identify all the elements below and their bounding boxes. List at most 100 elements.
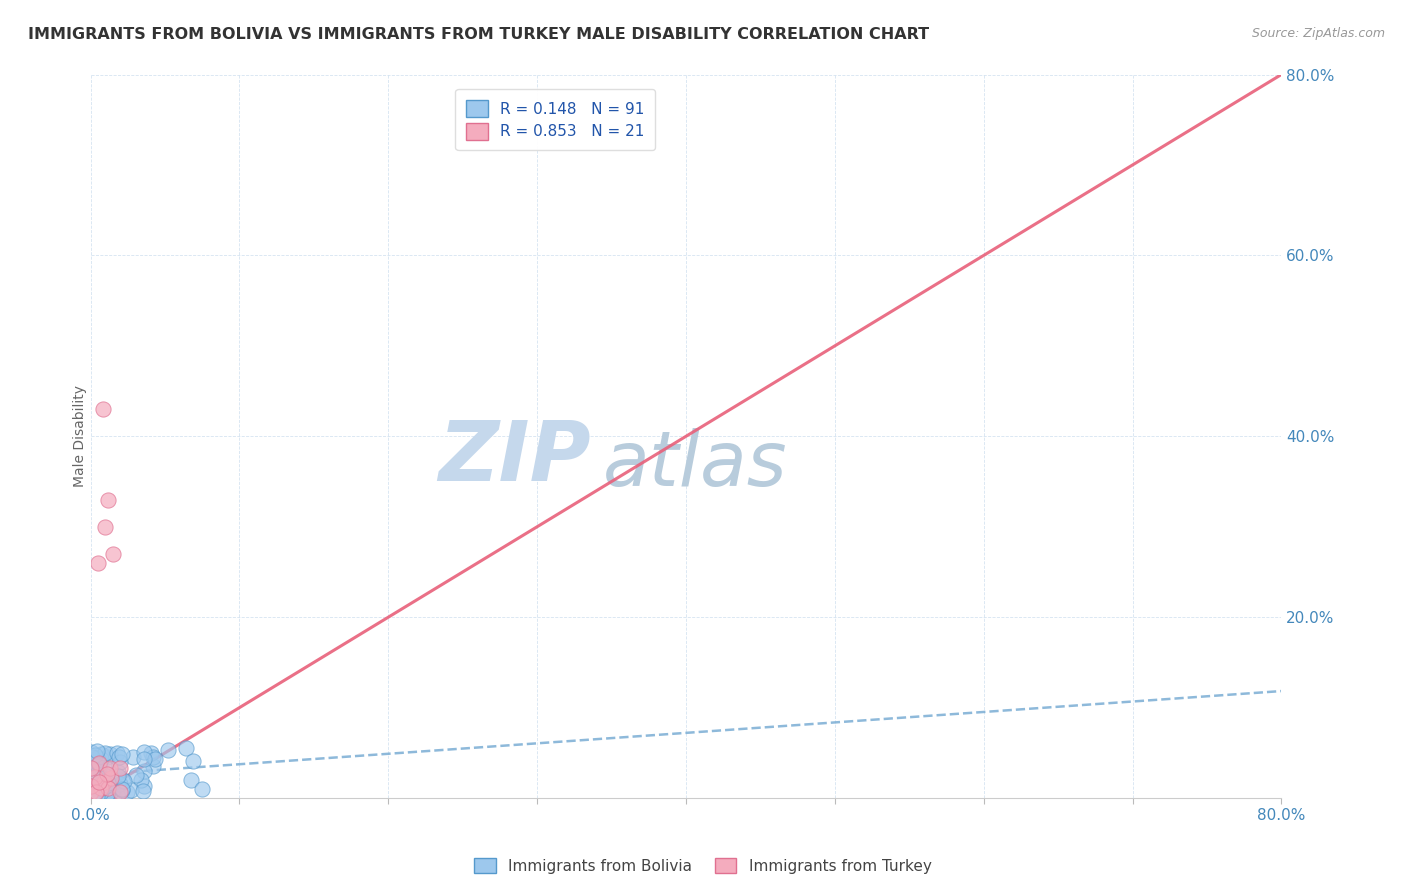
Point [80, 783, 103, 797]
Point [100, 778, 122, 792]
Point [93, 758, 115, 772]
Point [132, 745, 155, 759]
Point [111, 782, 134, 797]
Text: IMMIGRANTS FROM BOLIVIA VS IMMIGRANTS FROM TURKEY MALE DISABILITY CORRELATION CH: IMMIGRANTS FROM BOLIVIA VS IMMIGRANTS FR… [28, 27, 929, 42]
Point [90, 785, 112, 799]
Point [80, 773, 103, 788]
Point [111, 772, 134, 787]
Point [134, 752, 156, 766]
Point [120, 783, 142, 797]
Point [108, 756, 131, 770]
Point [84, 758, 107, 772]
Point [80, 761, 103, 775]
Point [96, 787, 118, 801]
Point [83, 773, 105, 788]
Point [90, 781, 112, 796]
Legend: Immigrants from Bolivia, Immigrants from Turkey: Immigrants from Bolivia, Immigrants from… [468, 852, 938, 880]
Text: Source: ZipAtlas.com: Source: ZipAtlas.com [1251, 27, 1385, 40]
Point [112, 773, 135, 788]
Point [83, 763, 105, 777]
Point [143, 752, 166, 766]
Point [97, 492, 120, 507]
Point [83, 747, 105, 762]
Point [86, 764, 108, 779]
Point [84, 778, 107, 792]
Point [83, 790, 105, 805]
Point [139, 746, 162, 760]
Point [83, 764, 105, 778]
Point [96, 772, 118, 786]
Point [157, 742, 180, 756]
Point [86, 769, 108, 783]
Point [96, 766, 118, 780]
Point [86, 750, 108, 764]
Point [82, 774, 104, 789]
Point [125, 768, 148, 782]
Point [82, 750, 104, 764]
Point [86, 754, 108, 768]
Text: atlas: atlas [603, 428, 787, 502]
Point [132, 764, 155, 779]
Point [83, 754, 105, 768]
Point [98, 747, 121, 762]
Point [89, 769, 111, 783]
Point [110, 785, 132, 799]
Point [107, 765, 129, 780]
Point [90, 747, 112, 761]
Point [80, 771, 103, 785]
Point [86, 789, 108, 804]
Point [86, 766, 108, 780]
Point [84, 785, 107, 799]
Point [110, 761, 132, 775]
Point [93, 780, 115, 794]
Point [87, 556, 110, 570]
Point [103, 788, 125, 802]
Point [87, 762, 110, 776]
Point [80, 779, 103, 793]
Point [107, 769, 129, 783]
Point [80, 747, 103, 762]
Point [111, 747, 134, 761]
Point [83, 755, 105, 769]
Point [100, 771, 122, 785]
Point [108, 750, 131, 764]
Point [105, 746, 128, 760]
Point [134, 779, 156, 793]
Point [83, 770, 105, 784]
Point [115, 785, 138, 799]
Point [96, 782, 118, 797]
Point [83, 785, 105, 799]
Point [80, 745, 103, 759]
Point [87, 774, 110, 789]
Point [96, 750, 118, 764]
Point [180, 773, 202, 788]
Point [91, 780, 114, 795]
Legend: R = 0.148   N = 91, R = 0.853   N = 21: R = 0.148 N = 91, R = 0.853 N = 21 [456, 89, 655, 150]
Point [122, 750, 145, 764]
Point [82, 764, 104, 778]
Point [174, 741, 197, 756]
Point [83, 758, 105, 772]
Point [86, 744, 108, 758]
Point [93, 768, 115, 782]
Point [90, 752, 112, 766]
Point [87, 756, 110, 770]
Point [97, 776, 120, 790]
Point [93, 773, 115, 788]
Point [142, 750, 165, 764]
Point [80, 785, 103, 799]
Point [87, 772, 110, 787]
Point [129, 773, 152, 788]
Point [82, 753, 104, 767]
Point [80, 788, 103, 802]
Point [79, 789, 101, 804]
Point [96, 787, 118, 801]
Point [183, 755, 205, 769]
Point [98, 761, 121, 775]
Point [93, 775, 115, 789]
Point [83, 773, 105, 788]
Point [96, 778, 118, 792]
Point [142, 759, 165, 773]
Point [111, 781, 134, 796]
Text: ZIP: ZIP [439, 417, 591, 499]
